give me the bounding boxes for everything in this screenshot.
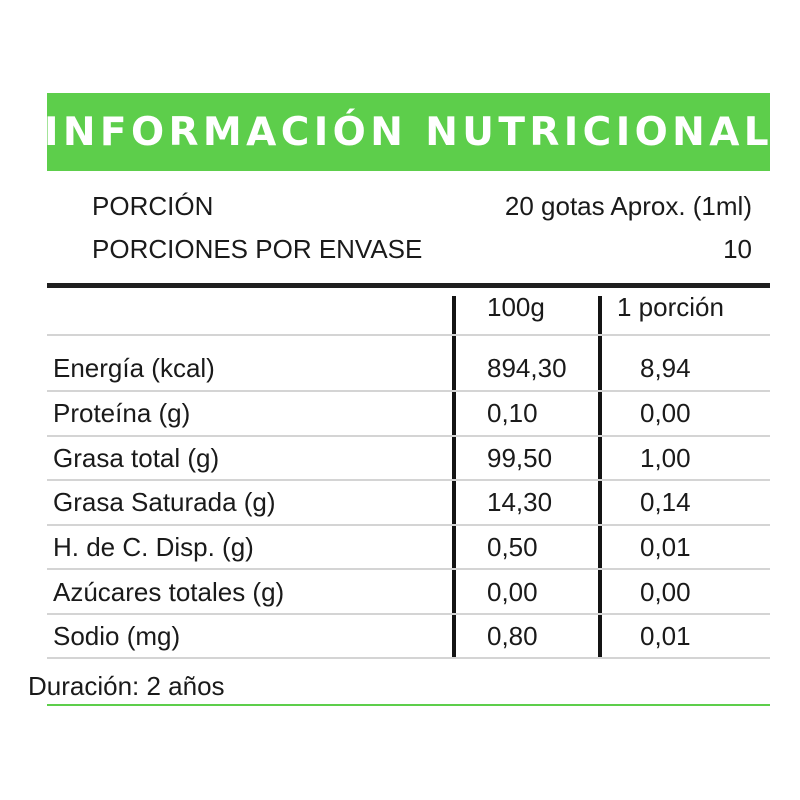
value-100g: 0,00 <box>487 577 538 607</box>
section-divider <box>47 283 770 288</box>
page-title: INFORMACIÓN NUTRICIONAL <box>43 109 774 155</box>
servings-value: 10 <box>723 233 752 264</box>
value-portion: 0,14 <box>640 487 691 517</box>
value-portion: 1,00 <box>640 443 691 473</box>
row-rule <box>47 568 770 570</box>
value-100g: 0,50 <box>487 532 538 562</box>
value-portion: 0,00 <box>640 577 691 607</box>
row-rule <box>47 524 770 526</box>
portion-label: PORCIÓN <box>92 190 214 221</box>
row-rule <box>47 435 770 437</box>
row-rule <box>47 613 770 615</box>
nutrient-name: Sodio (mg) <box>53 621 181 651</box>
header-rule <box>47 334 770 336</box>
value-100g: 0,80 <box>487 621 538 651</box>
title-banner: INFORMACIÓN NUTRICIONAL <box>43 93 774 171</box>
value-100g: 99,50 <box>487 443 553 473</box>
nutrient-name: Grasa Saturada (g) <box>53 487 276 517</box>
value-portion: 0,01 <box>640 621 691 651</box>
footer-rule <box>47 704 770 706</box>
nutrient-name: Azúcares totales (g) <box>53 577 285 607</box>
value-100g: 0,10 <box>487 398 538 428</box>
servings-label: PORCIONES POR ENVASE <box>92 233 423 264</box>
row-rule <box>47 390 770 392</box>
servings-row: PORCIONES POR ENVASE 10 <box>92 231 752 267</box>
column-divider-1 <box>452 296 456 659</box>
row-rule <box>47 479 770 481</box>
portion-value: 20 gotas Aprox. (1ml) <box>504 190 752 221</box>
shelf-life-note: Duración: 2 años <box>28 671 225 701</box>
value-portion: 0,00 <box>640 398 691 428</box>
nutrient-name: Energía (kcal) <box>53 353 215 383</box>
header-portion: 1 porción <box>617 292 724 322</box>
value-100g: 894,30 <box>487 353 567 383</box>
row-rule <box>47 657 770 659</box>
nutrient-name: H. de C. Disp. (g) <box>53 532 254 562</box>
header-100g: 100g <box>487 292 545 322</box>
value-portion: 8,94 <box>640 353 691 383</box>
portion-row: PORCIÓN 20 gotas Aprox. (1ml) <box>92 188 752 224</box>
nutrient-name: Proteína (g) <box>53 398 191 428</box>
nutrient-name: Grasa total (g) <box>53 443 220 473</box>
value-portion: 0,01 <box>640 532 691 562</box>
value-100g: 14,30 <box>487 487 553 517</box>
column-divider-2 <box>598 296 602 659</box>
